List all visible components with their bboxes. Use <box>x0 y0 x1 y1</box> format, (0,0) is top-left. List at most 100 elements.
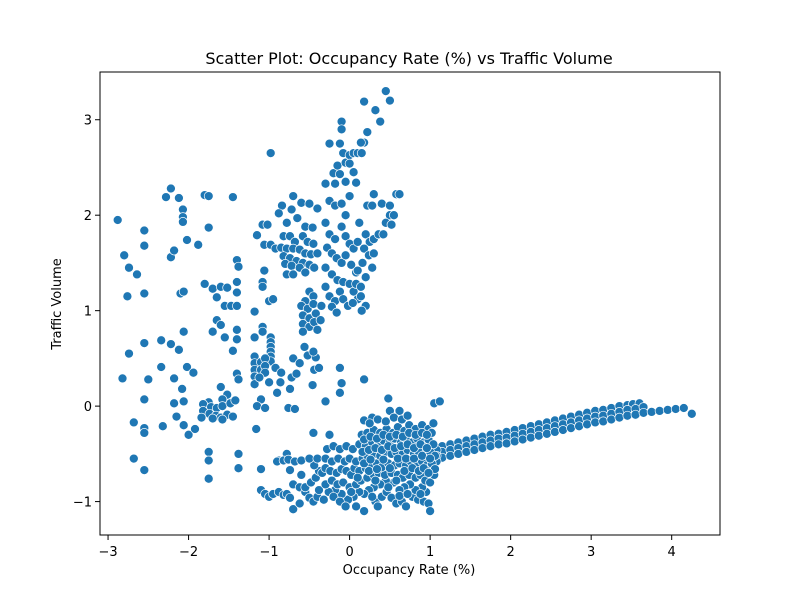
data-point <box>315 315 326 326</box>
data-point <box>385 95 395 106</box>
data-point <box>336 124 347 135</box>
data-point <box>375 116 386 127</box>
data-point <box>314 485 324 495</box>
data-point <box>265 148 276 158</box>
x-tick-label: 0 <box>345 545 353 560</box>
data-point <box>501 438 512 449</box>
data-point <box>525 432 536 443</box>
data-point <box>320 217 331 228</box>
data-point <box>598 416 609 427</box>
data-point <box>590 417 601 428</box>
data-point <box>346 487 357 497</box>
y-tick-label: 0 <box>84 400 92 415</box>
data-point <box>139 428 150 438</box>
data-point <box>425 506 435 516</box>
data-point <box>182 362 192 372</box>
data-point <box>402 410 413 421</box>
data-point <box>385 200 395 211</box>
data-point <box>249 379 260 390</box>
data-point <box>485 441 496 452</box>
data-point <box>646 407 657 417</box>
data-point <box>461 447 472 457</box>
data-point <box>380 416 391 427</box>
data-point <box>139 465 150 475</box>
data-point <box>249 306 260 317</box>
data-point <box>389 210 399 221</box>
data-point <box>174 193 184 203</box>
data-point <box>372 414 383 425</box>
data-point <box>232 324 242 335</box>
data-point <box>359 374 369 385</box>
data-point <box>178 286 189 297</box>
data-point <box>662 405 673 415</box>
x-tick-label: −3 <box>98 545 117 560</box>
data-point <box>383 393 394 404</box>
data-point <box>273 208 284 219</box>
data-point <box>320 281 331 292</box>
data-point <box>171 411 182 422</box>
data-point <box>249 332 260 343</box>
data-point <box>211 292 222 303</box>
x-tick-label: 2 <box>507 545 515 560</box>
data-point <box>493 439 504 450</box>
data-point <box>139 288 150 299</box>
data-point <box>264 377 274 388</box>
data-point <box>233 261 244 272</box>
data-point <box>332 160 343 171</box>
data-point <box>394 189 405 200</box>
data-point <box>288 504 299 515</box>
data-point <box>290 404 300 414</box>
data-point <box>370 105 381 116</box>
data-point <box>294 358 305 369</box>
data-point <box>654 406 665 416</box>
data-point <box>320 396 331 407</box>
data-point <box>139 394 150 405</box>
data-point <box>288 353 299 364</box>
data-point <box>630 409 641 420</box>
data-point <box>188 367 199 378</box>
data-point <box>477 443 488 453</box>
data-point <box>228 411 238 422</box>
data-point <box>299 342 310 352</box>
x-tick-label: 1 <box>426 545 434 560</box>
data-point <box>157 421 168 432</box>
data-point <box>338 477 349 488</box>
data-point <box>169 398 179 409</box>
data-point <box>169 373 179 384</box>
data-point <box>256 464 266 474</box>
data-point <box>193 239 204 250</box>
data-point <box>178 326 189 337</box>
data-point <box>285 465 295 475</box>
data-point <box>383 482 394 493</box>
data-point <box>423 468 434 478</box>
y-axis-label: Traffic Volume <box>50 258 65 351</box>
data-point <box>128 417 139 428</box>
data-point <box>257 326 268 337</box>
data-point <box>232 277 242 287</box>
x-axis-label: Occupancy Rate (%) <box>343 563 476 578</box>
data-point <box>132 269 142 280</box>
data-point <box>356 281 366 292</box>
data-point <box>285 492 295 503</box>
data-point <box>275 377 286 388</box>
data-point <box>307 222 318 233</box>
data-point <box>336 221 347 232</box>
data-point <box>217 401 228 411</box>
data-point <box>686 408 697 419</box>
data-point <box>340 250 351 261</box>
data-point <box>139 225 150 236</box>
data-point <box>566 423 576 433</box>
data-point <box>178 217 188 227</box>
data-point <box>340 501 351 512</box>
data-point <box>252 401 262 411</box>
data-point <box>259 265 270 276</box>
data-point <box>304 198 315 209</box>
data-point <box>364 418 375 429</box>
data-point <box>296 455 307 466</box>
data-point <box>260 403 270 413</box>
data-point <box>207 283 218 294</box>
data-point <box>335 387 345 398</box>
data-point <box>233 374 244 385</box>
data-point <box>286 204 297 215</box>
